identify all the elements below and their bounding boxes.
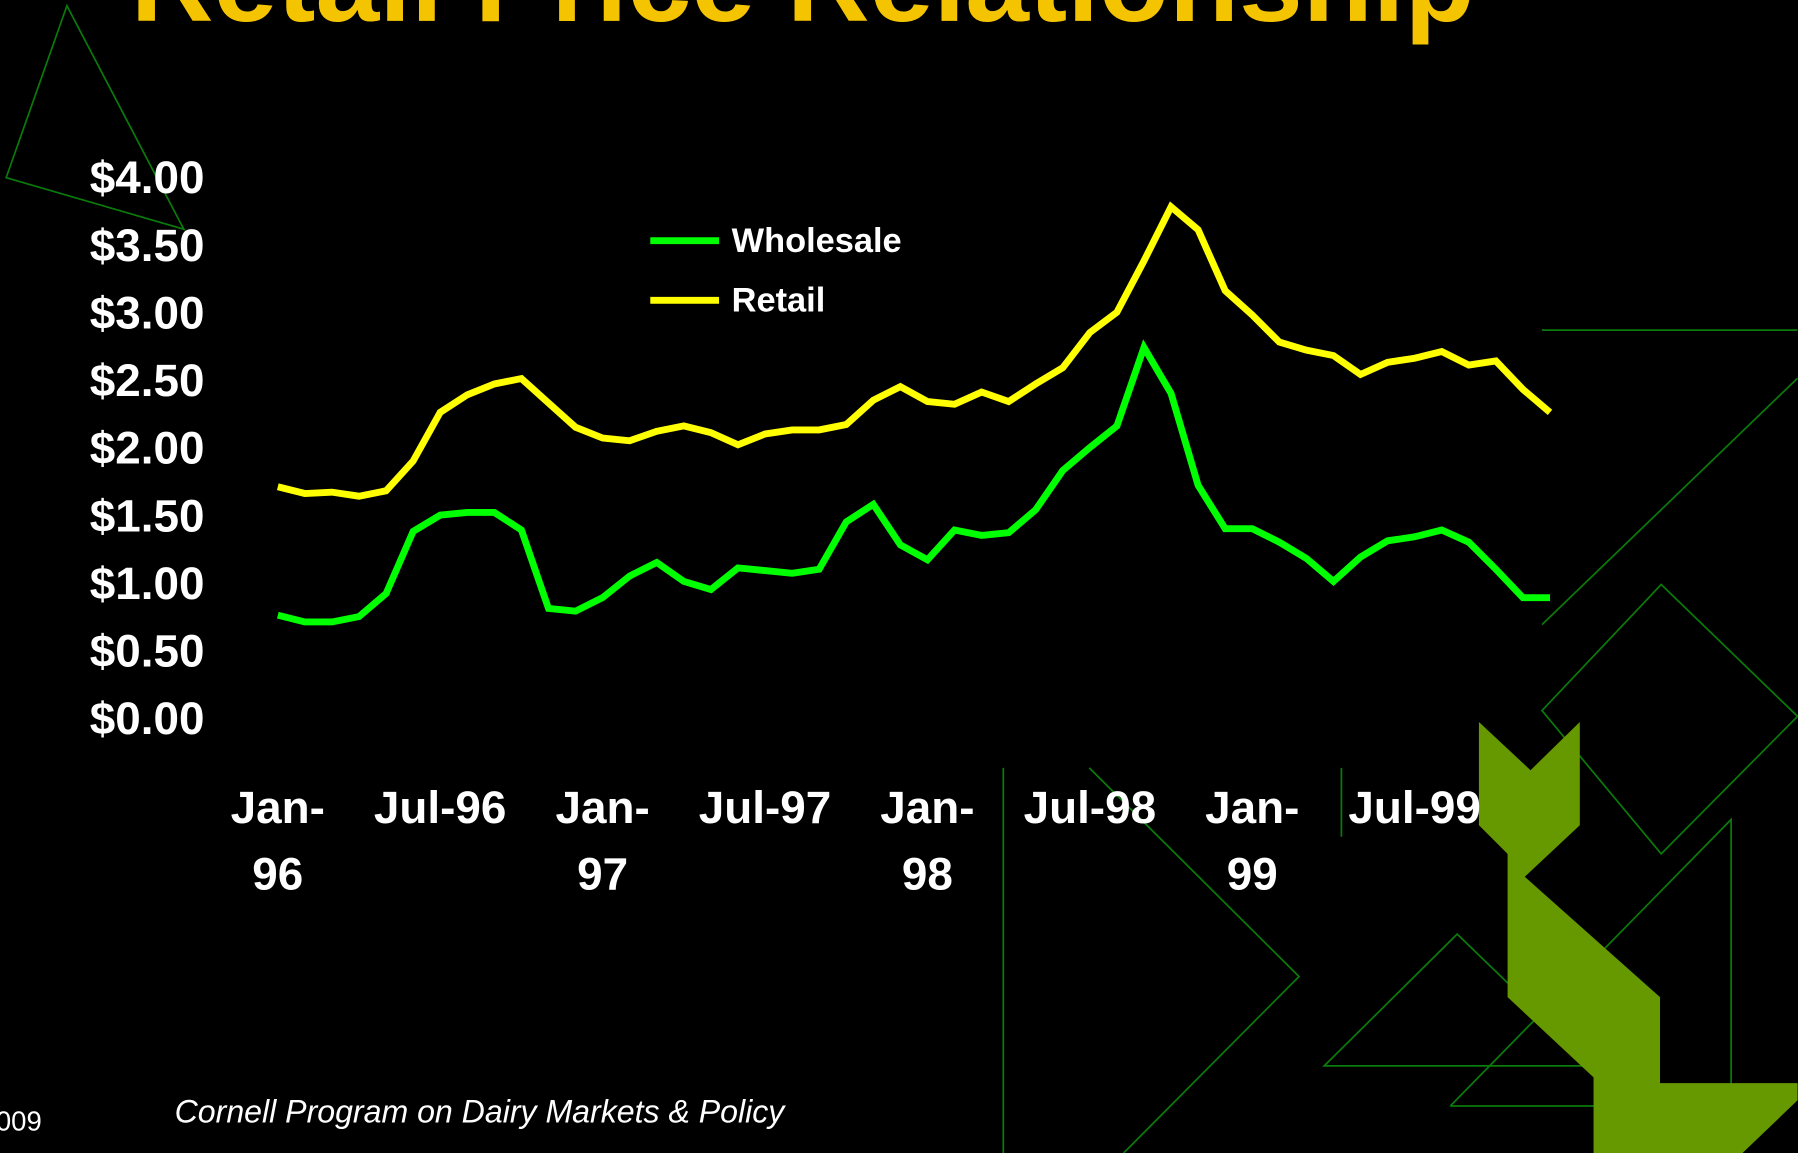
- y-tick-label: $0.00: [90, 693, 205, 744]
- series-line: [276, 201, 1553, 500]
- x-tick-label: Jan-96: [230, 782, 325, 900]
- series-line: [276, 339, 1550, 626]
- x-tick-label: Jul-98: [1023, 782, 1157, 834]
- chart-title: Retail Price Relationship: [131, 0, 1475, 46]
- x-tick-label-box: Jul-99: [1348, 782, 1481, 834]
- x-tick-label: Jul-96: [373, 782, 507, 834]
- x-tick-label: Jan-97: [555, 782, 650, 900]
- y-tick-label: $2.00: [90, 423, 205, 474]
- x-tick-label-box: Jan-99: [1205, 782, 1300, 900]
- y-tick-label: $0.50: [90, 626, 205, 677]
- x-tick-label: Jul-99: [1348, 782, 1481, 834]
- decoration: [1478, 722, 1798, 1153]
- y-tick-label: $4.00: [90, 152, 205, 203]
- legend-label: Retail: [732, 282, 826, 320]
- x-tick-label: Jul-97: [698, 782, 832, 834]
- y-tick-label: $2.50: [90, 355, 205, 406]
- x-tick-label-box: Jan-98: [880, 782, 975, 900]
- x-tick-label-box: Jul-98: [1023, 782, 1157, 834]
- footer: Cornell Program on Dairy Markets & Polic…: [175, 1094, 787, 1130]
- x-tick-label: Jan-99: [1205, 782, 1300, 900]
- y-tick-label: $3.00: [90, 287, 205, 338]
- y-tick-label: $1.50: [90, 490, 205, 541]
- x-tick-label-box: Jan-97: [555, 782, 650, 900]
- x-tick-label-box: Jul-97: [698, 782, 832, 834]
- x-tick-label-box: Jan-96: [230, 782, 325, 900]
- x-tick-label: Jan-98: [880, 782, 975, 900]
- y-tick-label: $3.50: [90, 220, 205, 271]
- y-tick-label: $1.00: [90, 558, 205, 609]
- corner-text: 009: [0, 1105, 42, 1136]
- x-tick-label-box: Jul-96: [373, 782, 507, 834]
- legend-label: Wholesale: [732, 222, 902, 260]
- decoration: [5, 3, 1798, 1153]
